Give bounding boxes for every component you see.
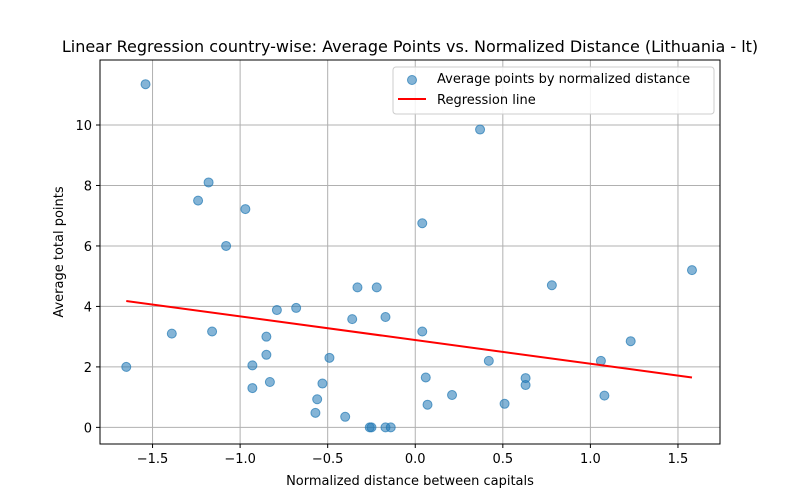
y-ticks: 0 2 4 6 8 10 (75, 119, 100, 436)
plot-frame (99, 59, 721, 445)
x-tick-label: 0.5 (492, 452, 513, 467)
data-point (247, 360, 258, 371)
x-tick-label: 0.0 (405, 452, 426, 467)
data-point (417, 326, 428, 337)
data-point (417, 218, 428, 229)
data-point (347, 314, 358, 325)
regression-line (126, 299, 693, 379)
data-point (291, 302, 302, 313)
data-point (686, 265, 697, 276)
y-axis-label: Average total points (52, 186, 67, 318)
data-point (193, 195, 204, 206)
data-point (546, 280, 557, 291)
data-point (261, 349, 272, 360)
x-tick-label: 1.0 (580, 452, 601, 467)
data-point (366, 422, 377, 433)
data-point (121, 361, 132, 372)
y-tick-label: 10 (75, 119, 92, 134)
legend: Average points by normalized distance Re… (392, 66, 715, 115)
data-point (317, 378, 328, 389)
x-tick-label: −0.5 (312, 452, 344, 467)
data-point (475, 124, 486, 135)
data-point (483, 355, 494, 366)
data-point (240, 204, 251, 215)
legend-marker-scatter (407, 75, 417, 85)
data-point (207, 326, 218, 337)
data-point (520, 380, 531, 391)
data-point (203, 177, 214, 188)
data-point (166, 328, 177, 339)
data-point (371, 282, 382, 293)
data-point (422, 399, 433, 410)
data-point (261, 331, 272, 342)
regression-line-group (126, 299, 693, 379)
x-axis-label: Normalized distance between capitals (286, 474, 534, 489)
y-tick-label: 4 (84, 300, 92, 315)
y-tick-label: 6 (84, 240, 92, 255)
legend-label-regression: Regression line (437, 93, 536, 108)
y-tick-label: 0 (84, 421, 92, 436)
data-point (324, 352, 335, 363)
data-point (352, 282, 363, 293)
data-point (340, 411, 351, 422)
data-point (385, 422, 396, 433)
legend-label-scatter: Average points by normalized distance (437, 72, 690, 87)
data-point (625, 336, 636, 347)
data-point (380, 312, 391, 323)
scatter-points (121, 79, 697, 433)
x-tick-label: −1.0 (224, 452, 256, 467)
legend-box (392, 66, 715, 115)
y-tick-label: 2 (84, 361, 92, 376)
data-point (447, 390, 458, 401)
data-point (499, 398, 510, 409)
data-point (264, 377, 275, 388)
x-tick-label: 1.5 (668, 452, 689, 467)
data-point (310, 407, 321, 418)
data-point (140, 79, 151, 90)
data-point (221, 240, 232, 251)
data-point (312, 394, 323, 405)
x-tick-label: −1.5 (137, 452, 169, 467)
data-point (420, 372, 431, 383)
data-point (271, 305, 282, 316)
grid (100, 60, 720, 444)
data-point (599, 390, 610, 401)
x-ticks: −1.5 −1.0 −0.5 0.0 0.5 1.0 1.5 (137, 444, 689, 467)
y-tick-label: 8 (84, 179, 92, 194)
data-point (247, 383, 258, 394)
chart-title: Linear Regression country-wise: Average … (62, 37, 758, 56)
